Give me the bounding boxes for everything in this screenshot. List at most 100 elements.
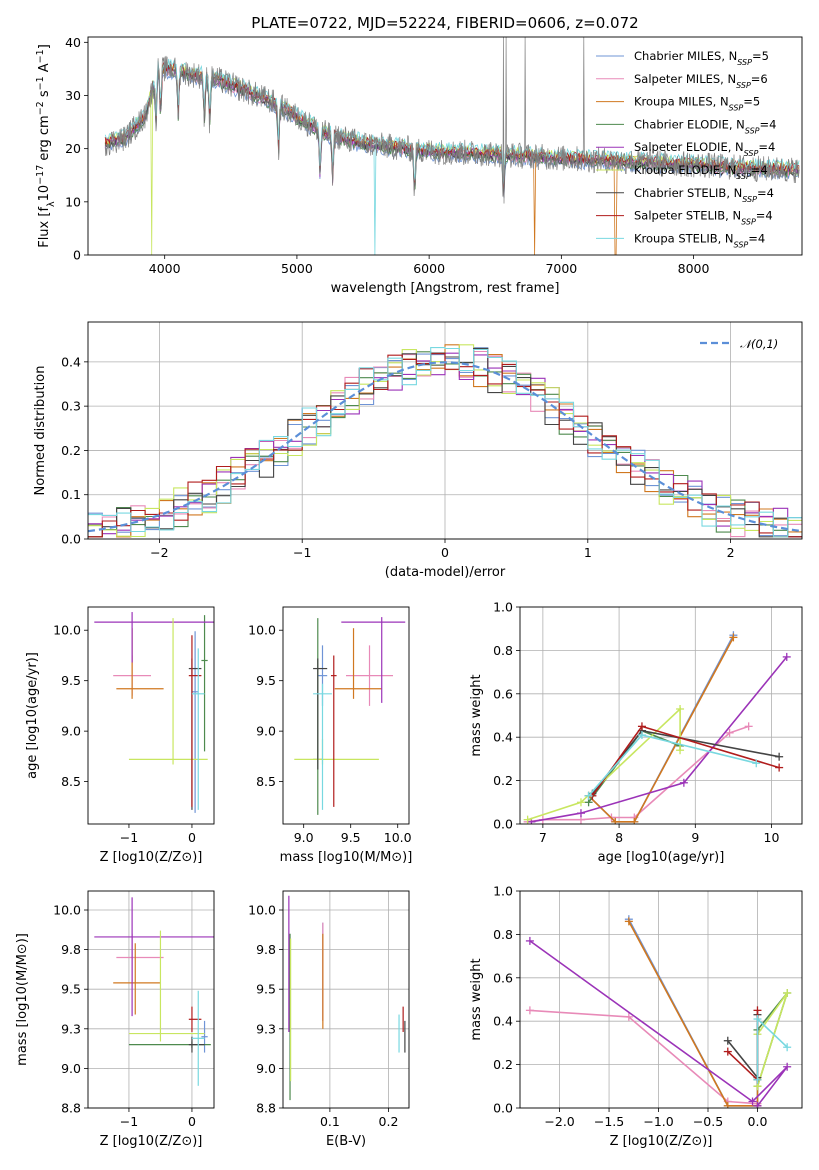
axes-mass_vs_ebv: 0.1 0.2 8.8 9.0 9.3 9.5 9.8 10.0 E(B-V) xyxy=(248,890,410,1149)
plot-area-spectrum xyxy=(104,37,800,255)
y-tick-label: 0.4 xyxy=(493,1014,513,1029)
y-tick-label: 0.4 xyxy=(61,354,81,369)
x-tick-label: 6000 xyxy=(413,261,445,276)
x-tick-label: −1 xyxy=(293,545,311,560)
y-tick-label: 0.0 xyxy=(61,532,81,547)
plot-area-mass_vs_ebv xyxy=(288,895,406,1101)
legend-label-chabrier-miles: Chabrier MILES, NSSP=5 xyxy=(634,49,769,67)
y-tick-label: 9.0 xyxy=(256,1061,276,1076)
x-tick-label: 9.5 xyxy=(341,830,361,845)
x-axis-label: mass [log10(M/M⊙)] xyxy=(280,850,413,865)
axes-frame xyxy=(87,36,803,256)
spectrum-legend: Chabrier MILES, NSSP=5 Salpeter MILES, NS… xyxy=(596,49,776,249)
x-tick-label: 2 xyxy=(727,545,735,560)
y-tick-label: 9.3 xyxy=(61,1021,81,1036)
y-tick-label: 9.0 xyxy=(256,724,276,739)
y-axis-label: age [log10(age/yr)] xyxy=(25,652,40,779)
y-tick-label: 9.5 xyxy=(61,982,81,997)
histogram-salpeter-stelib xyxy=(88,353,802,538)
x-axis-label: Z [log10(Z/Z⊙)] xyxy=(100,1134,203,1149)
plot-massweight_vs_age xyxy=(520,606,802,825)
legend-label-salpeter-miles: Salpeter MILES, NSSP=6 xyxy=(634,72,768,90)
y-tick-label: 0.6 xyxy=(493,970,513,985)
y-tick-label: 9.8 xyxy=(61,942,81,957)
x-tick-label: 9 xyxy=(691,830,699,845)
plot-area-massweight_vs_age xyxy=(523,631,791,824)
y-tick-label: 0.0 xyxy=(493,1101,513,1116)
spectrum-model-salpeter-elodie xyxy=(104,64,800,189)
y-tick-label: 0.8 xyxy=(493,643,513,658)
y-tick-label: 9.3 xyxy=(256,1021,276,1036)
y-tick-label: 10.0 xyxy=(53,903,81,918)
mass-weight-line-kroupa-miles xyxy=(588,637,735,823)
legend-label-kroupa-stelib: Kroupa STELIB, NSSP=4 xyxy=(634,231,765,249)
axes-frame xyxy=(519,890,803,1109)
x-tick-label: 8 xyxy=(615,830,623,845)
spectrum-model-chabrier-stelib xyxy=(104,64,800,198)
x-tick-label: 0.2 xyxy=(379,1114,399,1129)
x-tick-label: 0.0 xyxy=(748,1114,768,1129)
x-tick-label: −2.0 xyxy=(544,1114,574,1129)
x-tick-label: 0 xyxy=(188,830,196,845)
y-tick-label: 9.5 xyxy=(256,673,276,688)
x-tick-label: −1.0 xyxy=(643,1114,673,1129)
y-tick-label: 8.5 xyxy=(256,774,276,789)
plot-area-mass_vs_Z xyxy=(94,897,214,1086)
x-tick-label: −1.5 xyxy=(594,1114,624,1129)
y-tick-label: 20 xyxy=(65,141,81,156)
x-tick-label: 10 xyxy=(764,830,780,845)
x-axis-label: E(B-V) xyxy=(326,1134,366,1149)
mass-weight-line-salpeter-elodie xyxy=(531,656,788,823)
x-tick-label: 8000 xyxy=(678,261,710,276)
y-axis-label: mass [log10(M/M⊙)] xyxy=(15,933,30,1066)
y-tick-label: 0.6 xyxy=(493,686,513,701)
plot-mass_vs_ebv xyxy=(283,891,409,1109)
y-tick-label: 0.2 xyxy=(493,1057,513,1072)
mass-weight-line-chabrier-miles xyxy=(628,918,759,1107)
legend-label-salpeter-stelib: Salpeter STELIB, NSSP=4 xyxy=(634,209,773,227)
x-tick-label: 7000 xyxy=(545,261,577,276)
plot-area-massweight_vs_Z xyxy=(525,915,792,1108)
plot-area-age_vs_Z xyxy=(94,612,214,813)
plot-residuals xyxy=(88,322,802,540)
axes-spectrum: 4000 5000 6000 7000 8000 0 10 20 30 40 wavelength … xyxy=(35,35,803,296)
spectrum-data xyxy=(104,37,800,204)
legend-label-chabrier-elodie: Chabrier ELODIE, NSSP=4 xyxy=(634,117,776,135)
y-tick-label: 0.2 xyxy=(61,443,81,458)
y-tick-label: 8.8 xyxy=(256,1101,276,1116)
axes-mass_vs_Z: −1 0 8.8 9.0 9.3 9.5 9.8 10.0 Z [log10(Z/Z⊙)] mas… xyxy=(15,890,215,1149)
axes-frame xyxy=(519,606,803,825)
y-tick-label: 8.5 xyxy=(61,774,81,789)
x-axis-label: (data-model)/error xyxy=(385,565,506,580)
plot-spectrum xyxy=(104,37,800,255)
y-tick-label: 9.0 xyxy=(61,1061,81,1076)
mass-weight-line-salpeter-elodie xyxy=(529,940,788,1107)
plot-area-residuals xyxy=(88,344,802,538)
mass-weight-line-chabrier-stelib xyxy=(727,1014,759,1080)
x-axis-label: wavelength [Angstrom, rest frame] xyxy=(331,281,560,296)
y-tick-label: 10.0 xyxy=(248,623,276,638)
y-axis-label: Flux [fλ10−17 erg cm−2 s−1 A−1] xyxy=(35,44,57,248)
x-tick-label: 10.0 xyxy=(384,830,412,845)
plot-massweight_vs_Z xyxy=(520,890,802,1109)
axes-age_vs_Z: −1 0 8.5 9.0 9.5 10.0 Z [log10(Z/Z⊙)] age [log1… xyxy=(25,606,215,865)
axes-frame xyxy=(87,890,215,1109)
y-tick-label: 10.0 xyxy=(53,623,81,638)
y-tick-label: 0.3 xyxy=(61,399,81,414)
axes-massweight_vs_Z: −2.0 −1.5 −1.0 −0.5 0.0 0.0 0.2 0.4 0.6 0.8 1.0 Z [… xyxy=(469,884,803,1149)
y-tick-label: 40 xyxy=(65,35,81,50)
y-tick-label: 0.1 xyxy=(61,487,81,502)
x-tick-label: 0 xyxy=(188,1114,196,1129)
y-tick-label: 30 xyxy=(65,88,81,103)
y-axis-label: mass weight xyxy=(469,958,484,1040)
histogram-kroupa-stelib xyxy=(88,347,802,538)
x-tick-label: 1 xyxy=(584,545,592,560)
x-axis-label: age [log10(age/yr)] xyxy=(598,850,725,865)
gaussian-curve xyxy=(88,361,802,533)
x-tick-label: 9.0 xyxy=(294,830,314,845)
axes-frame xyxy=(87,606,215,825)
y-tick-label: 0.4 xyxy=(493,730,513,745)
y-tick-label: 1.0 xyxy=(493,600,513,615)
x-tick-label: −1 xyxy=(120,830,138,845)
